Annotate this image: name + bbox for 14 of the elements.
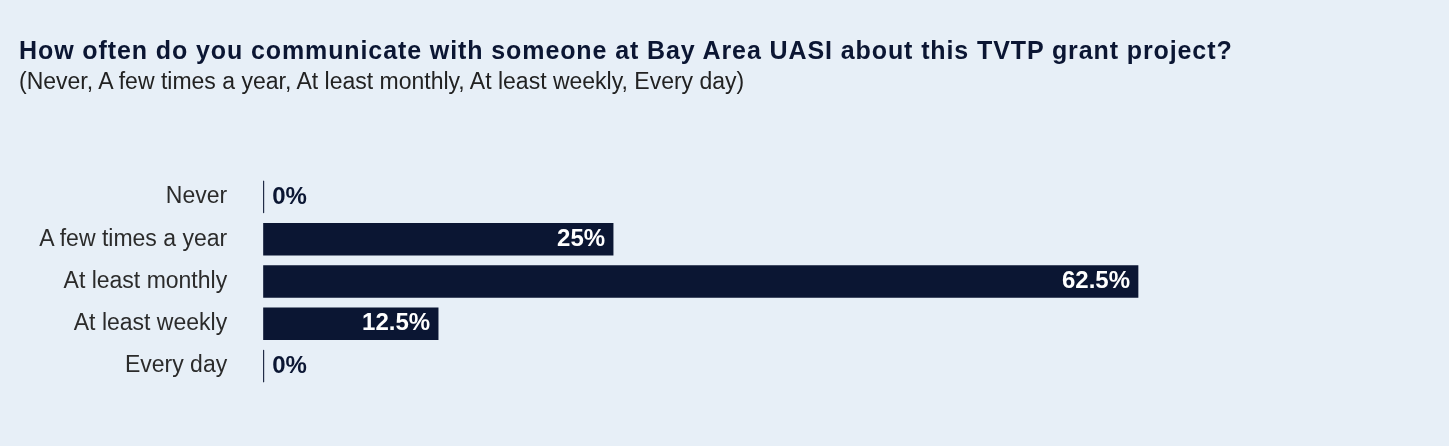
data-label: 25%: [557, 223, 606, 251]
bar: [263, 265, 1139, 298]
data-label: 62.5%: [1061, 266, 1131, 294]
data-label: 0%: [272, 350, 307, 378]
bar: [263, 222, 614, 256]
data-label: 12.5%: [362, 308, 431, 336]
chart-title: How often do you communicate with someone at Bay Area UASI about this TVTP grant project?: [19, 36, 1233, 65]
data-label: 0%: [272, 181, 307, 209]
y-tick-label: A few times a year: [39, 224, 228, 251]
y-tick-label: At least weekly: [73, 309, 228, 336]
y-tick-label: At least monthly: [63, 266, 228, 293]
y-tick-label: Never: [165, 182, 228, 209]
y-tick-label: Every day: [124, 351, 228, 378]
chart-subtitle: (Never, A few times a year, At least monthly, At least weekly, Every day): [19, 68, 745, 95]
